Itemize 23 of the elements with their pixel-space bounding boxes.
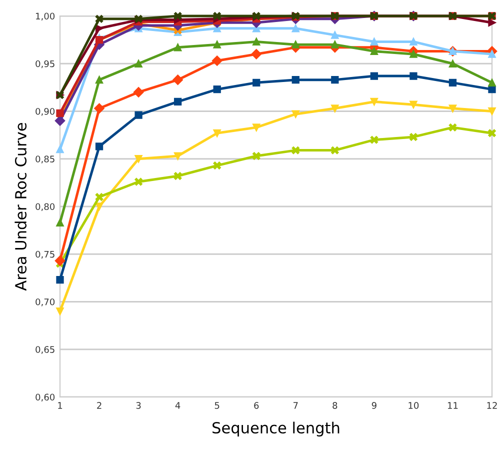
y-tick-label: 0,65 — [36, 346, 54, 354]
y-tick-label: 0,90 — [36, 108, 55, 116]
y-tick-label: 0,75 — [36, 250, 54, 259]
y-axis-title: Area Under Roc Curve — [14, 122, 27, 291]
x-axis-title: Sequence length — [212, 422, 340, 436]
y-tick-label: 0,80 — [36, 203, 55, 211]
x-tick-label: 9 — [372, 402, 376, 409]
y-tick-label: 0,95 — [36, 60, 54, 68]
x-tick-label: 10 — [408, 402, 419, 409]
x-tick-label: 5 — [214, 402, 220, 409]
x-tick-label: 8 — [332, 402, 338, 409]
x-tick-label: 2 — [97, 402, 102, 409]
x-tick-label: 4 — [175, 402, 180, 409]
y-tick-label: 0,70 — [36, 298, 55, 306]
x-tick-label: 7 — [294, 402, 298, 409]
x-tick-label: 6 — [254, 402, 259, 409]
y-tick-label: 1,00 — [36, 12, 55, 20]
x-tick-label: 3 — [136, 402, 141, 409]
x-tick-label: 1 — [58, 402, 62, 409]
x-tick-label: 12 — [487, 402, 497, 409]
x-tick-label: 11 — [448, 402, 458, 409]
y-tick-label: 0,60 — [36, 394, 55, 402]
y-tick-label: 0,85 — [36, 156, 54, 164]
